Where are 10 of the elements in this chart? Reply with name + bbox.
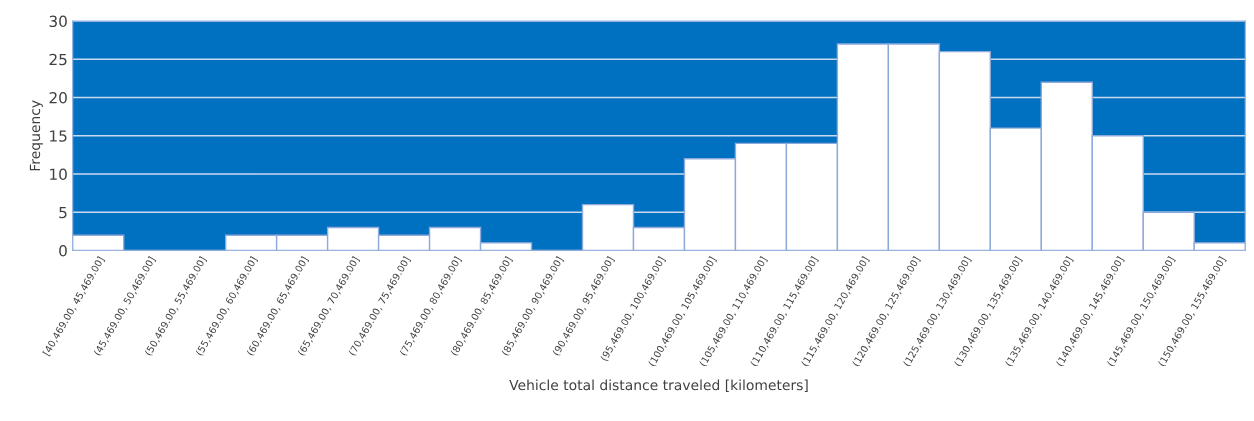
y-tick-label: 5 [59, 206, 67, 219]
y-tick-label: 0 [59, 244, 67, 257]
y-tick-label: 25 [49, 53, 67, 66]
bar [72, 234, 125, 251]
x-axis-title: Vehicle total distance traveled [kilometers] [509, 379, 808, 392]
y-tick-label: 10 [50, 168, 67, 181]
y-tick-label: 20 [49, 92, 67, 104]
y-tick-label: 15 [50, 130, 67, 142]
y-axis-title: Frequency [29, 100, 43, 171]
y-tick-label: 30 [49, 15, 67, 28]
